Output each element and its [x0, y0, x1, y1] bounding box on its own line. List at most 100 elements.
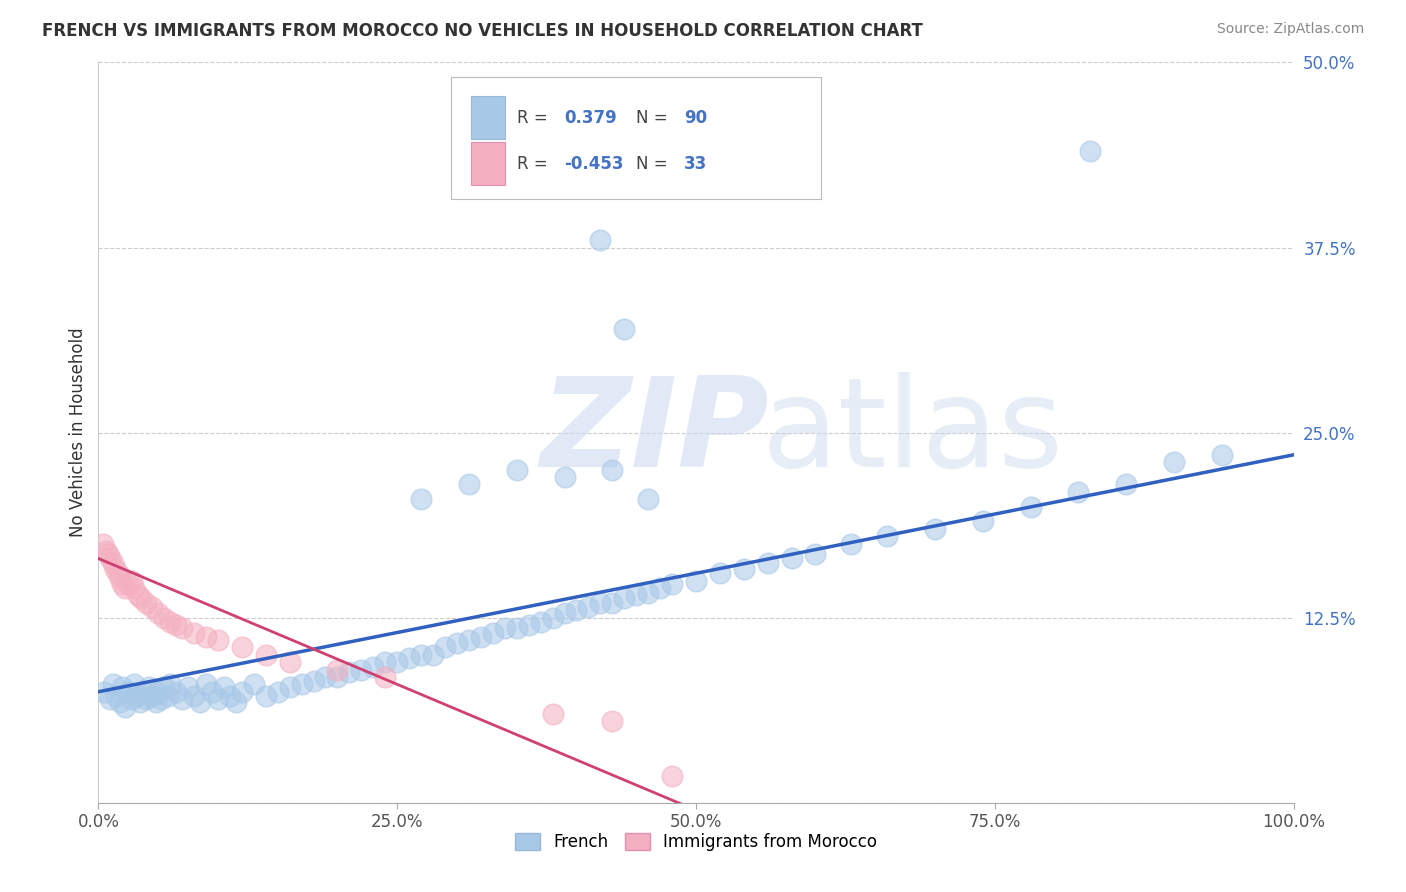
Point	[1067, 484, 1090, 499]
Text: Source: ZipAtlas.com: Source: ZipAtlas.com	[1216, 22, 1364, 37]
Point	[231, 685, 253, 699]
Point	[153, 610, 176, 624]
Point	[91, 536, 114, 550]
Point	[434, 640, 457, 655]
Point	[339, 665, 361, 680]
Point	[350, 663, 373, 677]
Point	[177, 681, 200, 695]
Point	[225, 695, 247, 709]
Point	[111, 576, 134, 591]
Point	[135, 596, 157, 610]
Point	[159, 677, 181, 691]
Bar	[471, 95, 505, 139]
Point	[565, 603, 588, 617]
Text: FRENCH VS IMMIGRANTS FROM MOROCCO NO VEHICLES IN HOUSEHOLD CORRELATION CHART: FRENCH VS IMMIGRANTS FROM MOROCCO NO VEH…	[42, 22, 924, 40]
Point	[780, 551, 803, 566]
Point	[94, 544, 117, 558]
Point	[411, 492, 433, 507]
Point	[114, 581, 136, 595]
Point	[1080, 145, 1102, 159]
Point	[101, 556, 124, 570]
Point	[107, 566, 129, 581]
Point	[101, 677, 124, 691]
Point	[127, 589, 149, 603]
Point	[506, 462, 529, 476]
Point	[1211, 448, 1233, 462]
Text: 90: 90	[685, 109, 707, 127]
Point	[117, 576, 139, 591]
Point	[114, 699, 136, 714]
Point	[117, 685, 139, 699]
Text: N =: N =	[636, 154, 673, 172]
Point	[159, 615, 181, 629]
Point	[374, 655, 396, 669]
Point	[141, 600, 163, 615]
Point	[602, 714, 624, 729]
Point	[661, 576, 683, 591]
Point	[231, 640, 253, 655]
Point	[254, 648, 277, 662]
Point	[219, 689, 242, 703]
Point	[530, 615, 553, 629]
Point	[105, 689, 128, 703]
Point	[104, 562, 127, 576]
Point	[385, 655, 409, 669]
Point	[626, 589, 648, 603]
Point	[254, 689, 277, 703]
Point	[398, 650, 420, 665]
Point	[554, 607, 576, 621]
Point	[207, 632, 229, 647]
Point	[125, 689, 148, 703]
Point	[733, 562, 755, 576]
Point	[374, 670, 396, 684]
Point	[1115, 477, 1137, 491]
Point	[613, 322, 636, 336]
Point	[602, 462, 624, 476]
Point	[212, 681, 235, 695]
Point	[637, 585, 659, 599]
Point	[554, 470, 576, 484]
Text: R =: R =	[517, 109, 553, 127]
Point	[267, 685, 290, 699]
Point	[156, 689, 179, 703]
Point	[98, 551, 122, 566]
Point	[709, 566, 731, 581]
Point	[108, 571, 131, 585]
Point	[637, 492, 659, 507]
Point	[201, 685, 224, 699]
Point	[207, 692, 229, 706]
Point	[613, 591, 636, 606]
Point	[131, 591, 153, 606]
Point	[302, 674, 325, 689]
Point	[422, 648, 444, 662]
Point	[153, 681, 176, 695]
Text: R =: R =	[517, 154, 553, 172]
Point	[124, 677, 146, 691]
Point	[458, 632, 481, 647]
Point	[188, 695, 211, 709]
Point	[804, 547, 827, 561]
Point	[972, 515, 994, 529]
Text: 33: 33	[685, 154, 707, 172]
Point	[183, 689, 205, 703]
Point	[326, 663, 349, 677]
Point	[602, 596, 624, 610]
Point	[141, 689, 163, 703]
Point	[93, 685, 115, 699]
Point	[165, 618, 187, 632]
Point	[121, 574, 143, 588]
Point	[541, 706, 564, 721]
Point	[138, 681, 160, 695]
Point	[148, 607, 170, 621]
Point	[121, 692, 143, 706]
Point	[924, 522, 946, 536]
Point	[578, 600, 600, 615]
Point	[148, 685, 170, 699]
Point	[446, 636, 468, 650]
Point	[124, 581, 146, 595]
Point	[661, 769, 683, 783]
Point	[1019, 500, 1042, 514]
Point	[481, 625, 505, 640]
Point	[648, 581, 672, 595]
Point	[876, 529, 898, 543]
